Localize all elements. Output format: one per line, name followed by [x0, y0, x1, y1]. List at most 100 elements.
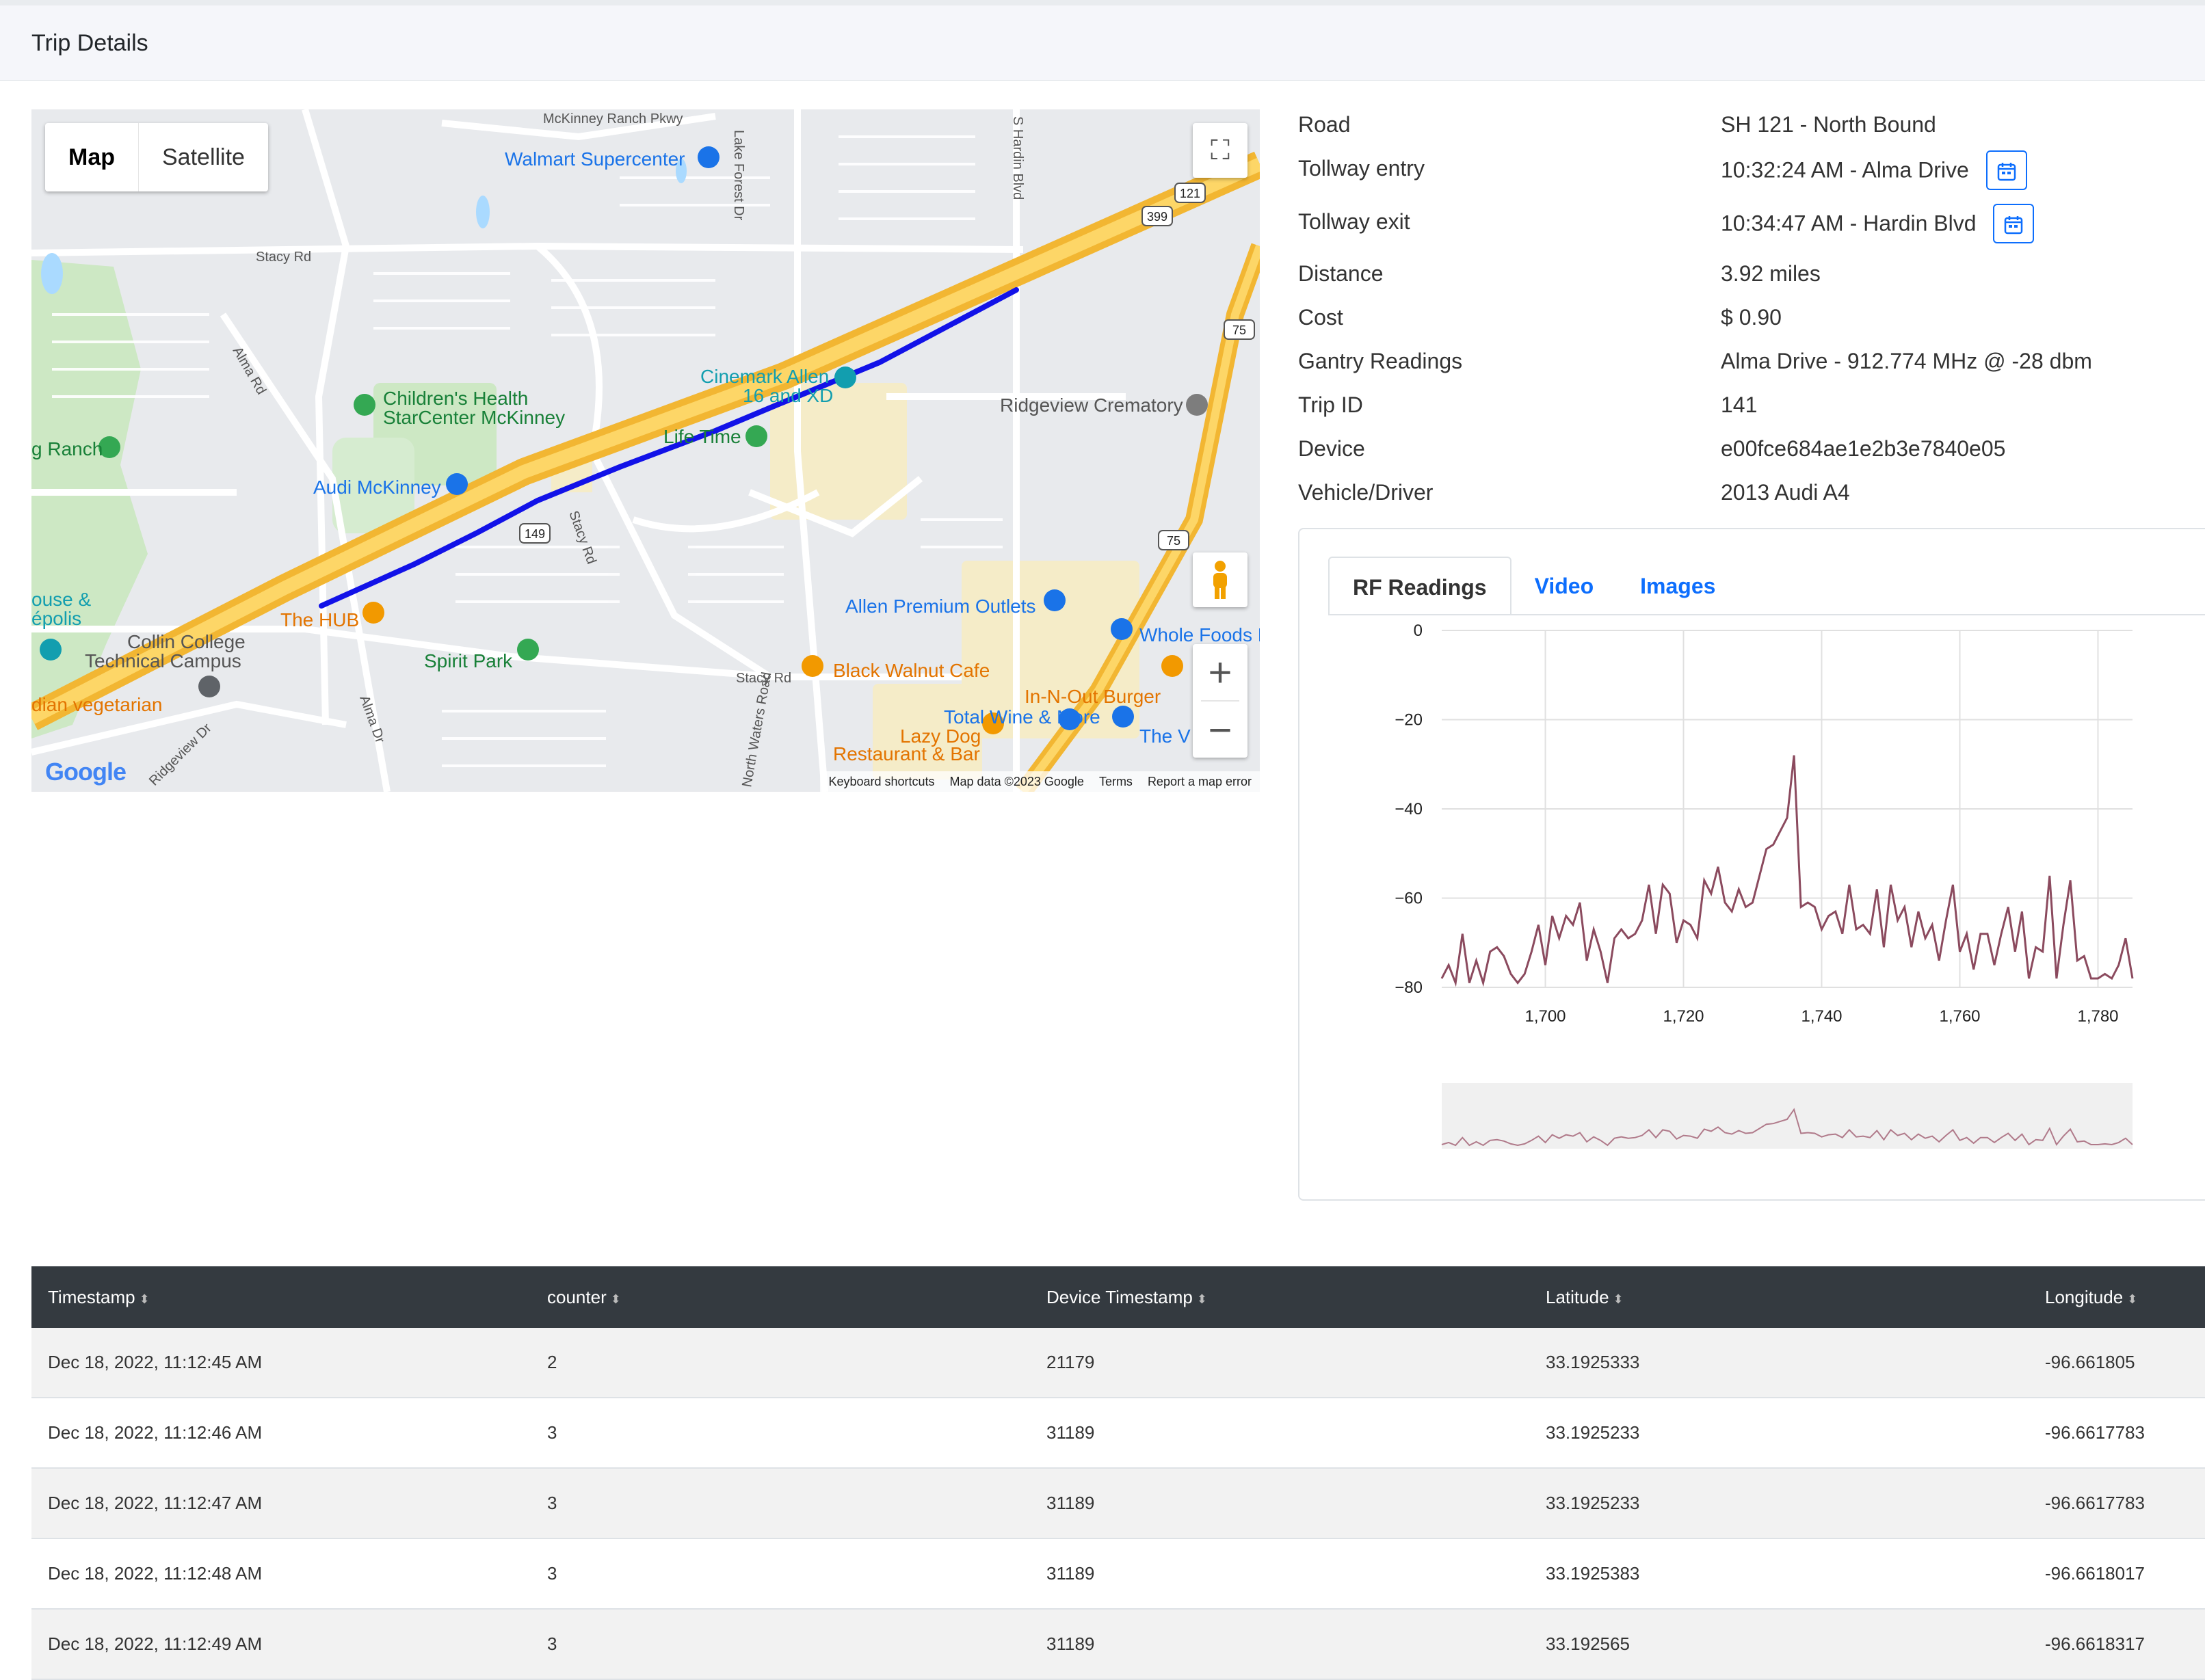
map-label[interactable]: ouse & [31, 589, 91, 610]
chart-x-tick-label: 1,780 [2077, 1007, 2118, 1026]
map-type-map-button[interactable]: Map [45, 123, 139, 191]
map-label[interactable]: dian vegetarian [31, 694, 162, 715]
cell-counter: 3 [531, 1609, 1030, 1680]
column-header-timestamp[interactable]: Timestamp ⬍ [48, 1286, 150, 1307]
zoom-controls: + − [1193, 644, 1247, 758]
calendar-icon [2005, 215, 2023, 234]
detail-value-vehicle-driver: 2013 Audi A4 [1721, 480, 1850, 505]
map-label[interactable]: Life Time [663, 426, 741, 447]
cell-timestamp: Dec 18, 2022, 11:12:49 AM [31, 1609, 531, 1680]
cell-timestamp: Dec 18, 2022, 11:12:47 AM [31, 1468, 531, 1539]
fullscreen-button[interactable]: ⛶ [1193, 123, 1247, 178]
chart-y-tick-label: 0 [1414, 622, 1423, 640]
detail-label-vehicle-driver: Vehicle/Driver [1298, 480, 1434, 505]
chart-y-tick-label: −80 [1395, 978, 1423, 997]
chart-range-selector[interactable] [1442, 1083, 2133, 1149]
map-type-toggle[interactable]: Map Satellite [45, 123, 268, 191]
chart-y-tick-label: −20 [1395, 711, 1423, 730]
map-attribution: Keyboard shortcuts Map data ©2023 Google… [820, 771, 1260, 792]
page-title: Trip Details [31, 30, 148, 56]
highway-shield [1141, 206, 1173, 226]
column-header-latitude[interactable]: Latitude ⬍ [1546, 1286, 1624, 1307]
column-header-device-timestamp[interactable]: Device Timestamp ⬍ [1046, 1286, 1207, 1307]
map-label[interactable]: Whole Foods M [1139, 624, 1260, 645]
map-label[interactable]: Children's Health [383, 388, 528, 409]
calendar-icon [1997, 162, 2016, 181]
detail-value-cost: $ 0.90 [1721, 305, 1782, 330]
highway-shield-number: 399 [1147, 210, 1167, 224]
column-header-counter[interactable]: counter ⬍ [547, 1286, 621, 1307]
detail-label-tollway-entry: Tollway entry [1298, 156, 1425, 181]
map-label[interactable]: StarCenter McKinney [383, 407, 565, 428]
map-label[interactable]: Technical Campus [85, 650, 241, 671]
cell-counter: 3 [531, 1468, 1030, 1539]
street-view-pegman-button[interactable] [1193, 552, 1247, 607]
detail-label-distance: Distance [1298, 261, 1384, 286]
map-label[interactable]: épolis [31, 608, 81, 629]
detail-value-road: SH 121 - North Bound [1721, 112, 1936, 137]
table-row[interactable]: Dec 18, 2022, 11:12:46 AM 3 31189 33.192… [31, 1398, 2205, 1469]
chart-x-tick-label: 1,760 [1939, 1007, 1980, 1026]
cell-longitude: -96.6618017 [2029, 1538, 2205, 1610]
map-label[interactable]: Cinemark Allen [700, 366, 829, 387]
map-label[interactable]: Black Walnut Cafe [833, 660, 990, 681]
map-label[interactable]: g Ranch [31, 438, 103, 459]
chart-range-selector-series-line [1441, 1108, 2133, 1147]
readings-table-container: Timestamp ⬍ counter ⬍ Device Timestamp ⬍ La… [31, 1266, 2205, 1680]
terms-link[interactable]: Terms [1098, 774, 1133, 788]
table-row[interactable]: Dec 18, 2022, 11:12:47 AM 3 31189 33.192… [31, 1468, 2205, 1539]
fullscreen-icon: ⛶ [1211, 135, 1230, 165]
map-label[interactable]: In-N-Out Burger [1025, 686, 1161, 707]
zoom-out-button[interactable]: − [1193, 702, 1247, 758]
table-row[interactable]: Dec 18, 2022, 11:12:45 AM 2 21179 33.192… [31, 1328, 2205, 1398]
table-row[interactable]: Dec 18, 2022, 11:12:48 AM 3 31189 33.192… [31, 1538, 2205, 1610]
detail-label-device: Device [1298, 436, 1365, 461]
map-label[interactable]: Total Wine & More [944, 706, 1100, 728]
detail-label-gantry-readings: Gantry Readings [1298, 349, 1463, 373]
cell-counter: 2 [531, 1328, 1030, 1398]
cell-longitude: -96.6617783 [2029, 1398, 2205, 1469]
chart-x-tick-label: 1,740 [1801, 1007, 1842, 1026]
map-label[interactable]: Walmart Supercenter [505, 148, 685, 170]
cell-device-timestamp: 31189 [1030, 1538, 1529, 1610]
tab-video[interactable]: Video [1534, 574, 1594, 598]
cell-longitude: -96.661805 [2029, 1328, 2205, 1398]
map-label[interactable]: Collin College [127, 631, 246, 652]
map-label[interactable]: The V [1139, 725, 1191, 747]
highway-shield-number: 149 [525, 527, 545, 541]
tollway-exit-calendar-button[interactable] [1993, 204, 2035, 243]
keyboard-shortcuts-link[interactable]: Keyboard shortcuts [828, 774, 935, 788]
tab-rf-readings[interactable]: RF Readings [1328, 557, 1511, 615]
map-label[interactable]: The HUB [280, 609, 359, 630]
table-row[interactable]: Dec 18, 2022, 11:12:49 AM 3 31189 33.192… [31, 1609, 2205, 1680]
chart-y-tick-label: −40 [1395, 800, 1423, 818]
column-header-longitude[interactable]: Longitude ⬍ [2045, 1286, 2138, 1307]
map-data-text: Map data ©2023 Google [949, 774, 1084, 788]
map-view[interactable]: McKinney Ranch Pkwy Walmart Supercenter La… [31, 109, 1260, 792]
report-map-error-link[interactable]: Report a map error [1147, 774, 1252, 788]
map-label[interactable]: Audi McKinney [313, 477, 441, 498]
cell-longitude: -96.6617783 [2029, 1468, 2205, 1539]
detail-value-trip-id: 141 [1721, 392, 1758, 417]
cell-latitude: 33.1925233 [1529, 1398, 2029, 1469]
zoom-in-button[interactable]: + [1193, 644, 1247, 700]
map-canvas[interactable]: McKinney Ranch Pkwy Walmart Supercenter La… [31, 109, 1260, 792]
cell-latitude: 33.1925333 [1529, 1328, 2029, 1398]
tollway-entry-calendar-button[interactable] [1985, 150, 2027, 190]
tab-images[interactable]: Images [1640, 574, 1716, 598]
cell-device-timestamp: 31189 [1030, 1468, 1529, 1539]
rf-readings-chart[interactable]: 0 −20 −40 −60 −80 1,700 1,720 1,740 1,760 1,780 [1299, 529, 2205, 1199]
cell-counter: 3 [531, 1538, 1030, 1610]
map-label[interactable]: Spirit Park [424, 650, 513, 671]
map-type-satellite-button[interactable]: Satellite [162, 144, 245, 170]
map-label[interactable]: Restaurant & Bar [833, 743, 980, 764]
map-label[interactable]: Lazy Dog [900, 725, 981, 747]
tollway-exit-text: 10:34:47 AM - Hardin Blvd [1721, 211, 1977, 236]
chart-x-tick-label: 1,720 [1663, 1007, 1704, 1026]
map-label[interactable]: Ridgeview Crematory [1000, 395, 1183, 416]
cell-timestamp: Dec 18, 2022, 11:12:48 AM [31, 1538, 531, 1610]
highway-shield [1224, 319, 1255, 340]
tollway-entry-text: 10:32:24 AM - Alma Drive [1721, 157, 1969, 183]
map-label[interactable]: Allen Premium Outlets [845, 596, 1036, 617]
map-label[interactable]: 16 and XD [743, 385, 833, 406]
